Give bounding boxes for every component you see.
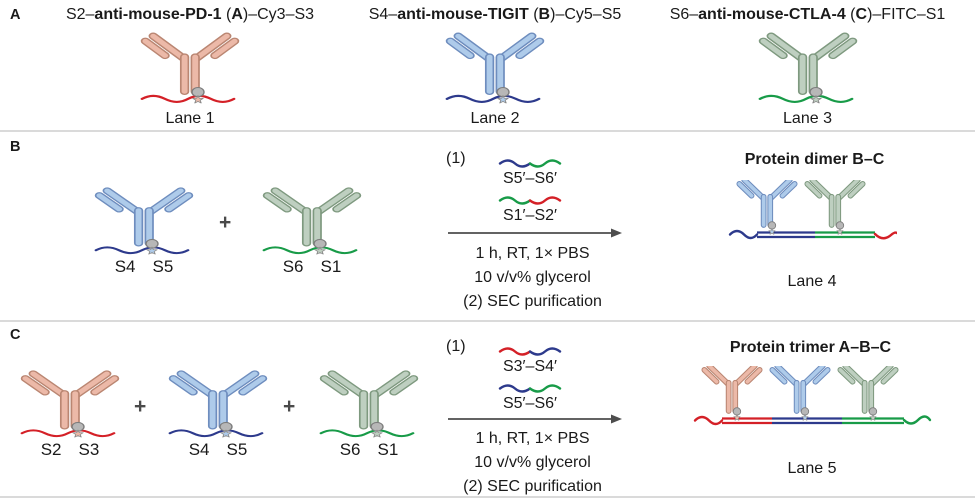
antibody-b-icon — [168, 367, 268, 439]
panel-divider — [0, 320, 975, 322]
reactant-antibody-a: S2 S3 — [20, 367, 120, 460]
antibody-a-icon — [140, 29, 240, 105]
conjugate-c-title: S6–anti-mouse-CTLA-4 (C)–FITC–S1 — [669, 6, 946, 23]
antibody-c-icon — [319, 367, 419, 439]
protein-dimer-icon — [728, 180, 897, 240]
reactant-antibody-c: S6 S1 — [262, 184, 362, 277]
strand-tags: S4 S5 — [114, 257, 174, 276]
lane-label: Lane 2 — [470, 110, 520, 127]
strand-tags: S4 S5 — [188, 440, 248, 459]
conjugate-a-title: S2–anti-mouse-PD-1 (A)–Cy3–S3 — [65, 6, 315, 23]
condition-line: 10 v/v% glycerol — [474, 454, 591, 471]
linker-label: S5′–S6′ — [502, 170, 558, 187]
panel-a-column-3: S6–anti-mouse-CTLA-4 (C)–FITC–S1 Lane 3 — [645, 6, 970, 128]
panel-c-label: C — [10, 327, 21, 343]
reactant-antibody-b: S4 S5 — [168, 367, 268, 460]
condition-line: 10 v/v% glycerol — [474, 269, 591, 286]
antibody-a-icon — [20, 367, 120, 439]
antibody-b-icon — [94, 184, 194, 256]
plus-sign: + — [134, 395, 147, 418]
step-1-label: (1) — [446, 150, 466, 167]
reactant-antibody-c: S6 S1 — [319, 367, 419, 460]
antibody-b-icon — [445, 29, 545, 105]
strand-tags: S6 S1 — [282, 257, 342, 276]
condition-line: (2) SEC purification — [463, 478, 602, 495]
lane-label: Lane 4 — [787, 273, 837, 290]
figure-bottom-border — [0, 496, 975, 498]
linker-strand-blue-green-icon — [498, 384, 562, 393]
linker-label: S5′–S6′ — [502, 395, 558, 412]
linker-strand-red-blue-icon — [498, 347, 562, 356]
reaction-arrow-icon — [448, 228, 622, 238]
panel-a-column-1: S2–anti-mouse-PD-1 (A)–Cy3–S3 Lane 1 — [25, 6, 355, 128]
lane-label: Lane 3 — [783, 110, 832, 127]
reaction-arrow-icon — [448, 414, 622, 424]
linker-label: S3′–S4′ — [502, 358, 558, 375]
product-dimer-title: Protein dimer B–C — [744, 151, 885, 168]
antibody-c-icon — [262, 184, 362, 256]
lane-label: Lane 5 — [787, 460, 837, 477]
reaction-conditions: 1 h, RT, 1× PBS 10 v/v% glycerol (2) SEC… — [425, 427, 640, 499]
panel-a-label: A — [10, 7, 21, 23]
conjugate-b-title: S4–anti-mouse-TIGIT (B)–Cy5–S5 — [368, 6, 622, 23]
step-1-label: (1) — [446, 338, 466, 355]
strand-tags: S6 S1 — [339, 440, 399, 459]
condition-line: (2) SEC purification — [463, 293, 602, 310]
protein-trimer-icon — [693, 366, 932, 426]
linker-strand-blue-green-icon — [498, 159, 562, 168]
lane-label: Lane 1 — [165, 110, 215, 127]
condition-line: 1 h, RT, 1× PBS — [475, 245, 590, 262]
panel-a-column-2: S4–anti-mouse-TIGIT (B)–Cy5–S5 Lane 2 — [330, 6, 660, 128]
linker-strand-green-red-icon — [498, 196, 562, 205]
reaction-conditions: 1 h, RT, 1× PBS 10 v/v% glycerol (2) SEC… — [425, 242, 640, 314]
reactant-antibody-b: S4 S5 — [94, 184, 194, 277]
linker-label: S1′–S2′ — [502, 207, 558, 224]
plus-sign: + — [219, 211, 232, 234]
panel-b-label: B — [10, 139, 21, 155]
panel-divider — [0, 130, 975, 132]
strand-tags: S2 S3 — [40, 440, 100, 459]
plus-sign: + — [283, 395, 296, 418]
product-trimer-title: Protein trimer A–B–C — [729, 339, 892, 356]
condition-line: 1 h, RT, 1× PBS — [475, 430, 590, 447]
antibody-c-icon — [758, 29, 858, 105]
